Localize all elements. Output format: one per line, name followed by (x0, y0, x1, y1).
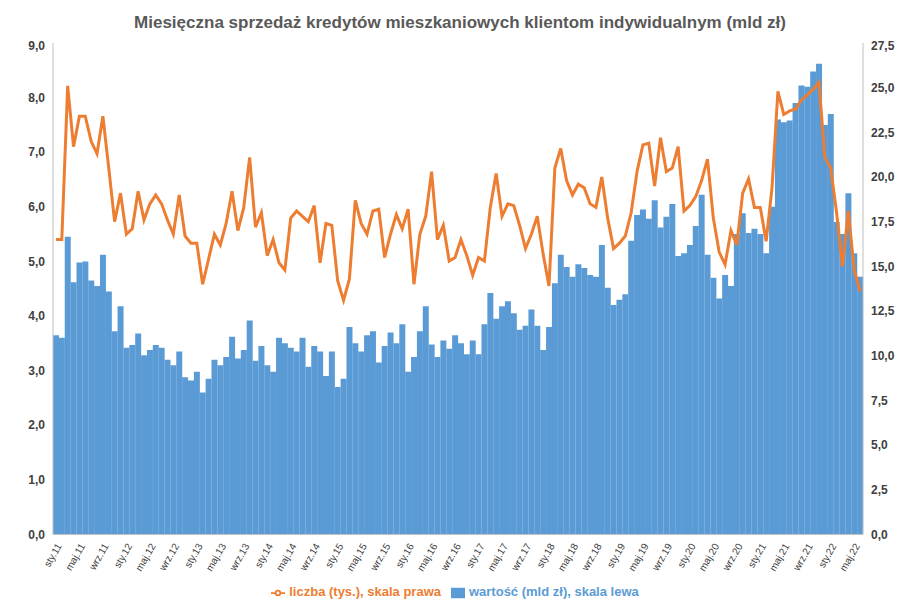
svg-text:sty.14: sty.14 (253, 541, 276, 569)
svg-text:maj.12: maj.12 (133, 541, 158, 573)
svg-text:sty.22: sty.22 (816, 541, 839, 569)
svg-text:wrz.17: wrz.17 (509, 541, 534, 573)
svg-text:maj.20: maj.20 (697, 541, 722, 573)
svg-text:4,0: 4,0 (28, 309, 45, 323)
svg-text:10,0: 10,0 (871, 349, 895, 363)
svg-text:wrz.20: wrz.20 (720, 541, 745, 573)
svg-text:15,0: 15,0 (871, 260, 895, 274)
svg-text:5,0: 5,0 (871, 438, 888, 452)
svg-text:2,5: 2,5 (871, 483, 888, 497)
svg-text:maj.17: maj.17 (485, 541, 510, 573)
svg-text:wrz.11: wrz.11 (86, 541, 111, 573)
svg-text:5,0: 5,0 (28, 255, 45, 269)
svg-text:25,0: 25,0 (871, 81, 895, 95)
svg-text:22,5: 22,5 (871, 126, 895, 140)
svg-text:wrz.18: wrz.18 (579, 541, 604, 573)
svg-text:3,0: 3,0 (28, 364, 45, 378)
svg-text:sty.19: sty.19 (605, 541, 628, 569)
svg-text:maj.18: maj.18 (556, 541, 581, 573)
svg-text:0,0: 0,0 (871, 528, 888, 542)
html-text:wartość (mld zł), skala lewa: wartość (mld zł), skala lewa (469, 584, 639, 600)
svg-text:wrz.13: wrz.13 (227, 541, 252, 573)
svg-text:sty.13: sty.13 (182, 541, 205, 569)
svg-text:sty.16: sty.16 (393, 541, 416, 569)
svg-text:maj.15: maj.15 (344, 541, 369, 573)
svg-text:maj.13: maj.13 (204, 541, 229, 573)
svg-text:maj.22: maj.22 (838, 541, 863, 573)
svg-text:maj.19: maj.19 (626, 541, 651, 573)
svg-text:maj.21: maj.21 (767, 541, 792, 573)
svg-text:0,0: 0,0 (28, 528, 45, 542)
svg-text:sty.21: sty.21 (746, 541, 769, 569)
svg-text:12,5: 12,5 (871, 304, 895, 318)
svg-text:sty.15: sty.15 (323, 541, 346, 569)
svg-text:wrz.21: wrz.21 (790, 541, 815, 573)
svg-text:maj.16: maj.16 (415, 541, 440, 573)
svg-text:maj.11: maj.11 (63, 541, 87, 572)
svg-text:wrz.15: wrz.15 (368, 541, 393, 573)
svg-text:maj.14: maj.14 (274, 541, 299, 573)
svg-text:27,5: 27,5 (871, 39, 895, 53)
svg-text:17,5: 17,5 (871, 215, 895, 229)
svg-text:wrz.12: wrz.12 (156, 541, 181, 573)
svg-text:wrz.16: wrz.16 (438, 541, 463, 573)
html-text:Miesięczna sprzedaż kredytów m: Miesięczna sprzedaż kredytów mieszkaniow… (134, 13, 786, 32)
svg-text:wrz.19: wrz.19 (649, 541, 674, 573)
svg-text:1,0: 1,0 (28, 473, 45, 487)
svg-text:7,0: 7,0 (28, 145, 45, 159)
svg-text:6,0: 6,0 (28, 200, 45, 214)
svg-text:sty.18: sty.18 (534, 541, 557, 569)
svg-text:sty.17: sty.17 (464, 541, 487, 569)
svg-text:2,0: 2,0 (28, 418, 45, 432)
svg-text:8,0: 8,0 (28, 91, 45, 105)
html-text:liczba (tys.), skala prawa: liczba (tys.), skala prawa (289, 584, 441, 600)
svg-text:sty.11: sty.11 (42, 541, 64, 569)
svg-text:sty.12: sty.12 (112, 541, 135, 569)
svg-text:20,0: 20,0 (871, 170, 895, 184)
svg-text:9,0: 9,0 (28, 39, 45, 53)
svg-text:wrz.14: wrz.14 (297, 541, 322, 573)
svg-text:7,5: 7,5 (871, 394, 888, 408)
svg-text:sty.20: sty.20 (675, 541, 698, 569)
